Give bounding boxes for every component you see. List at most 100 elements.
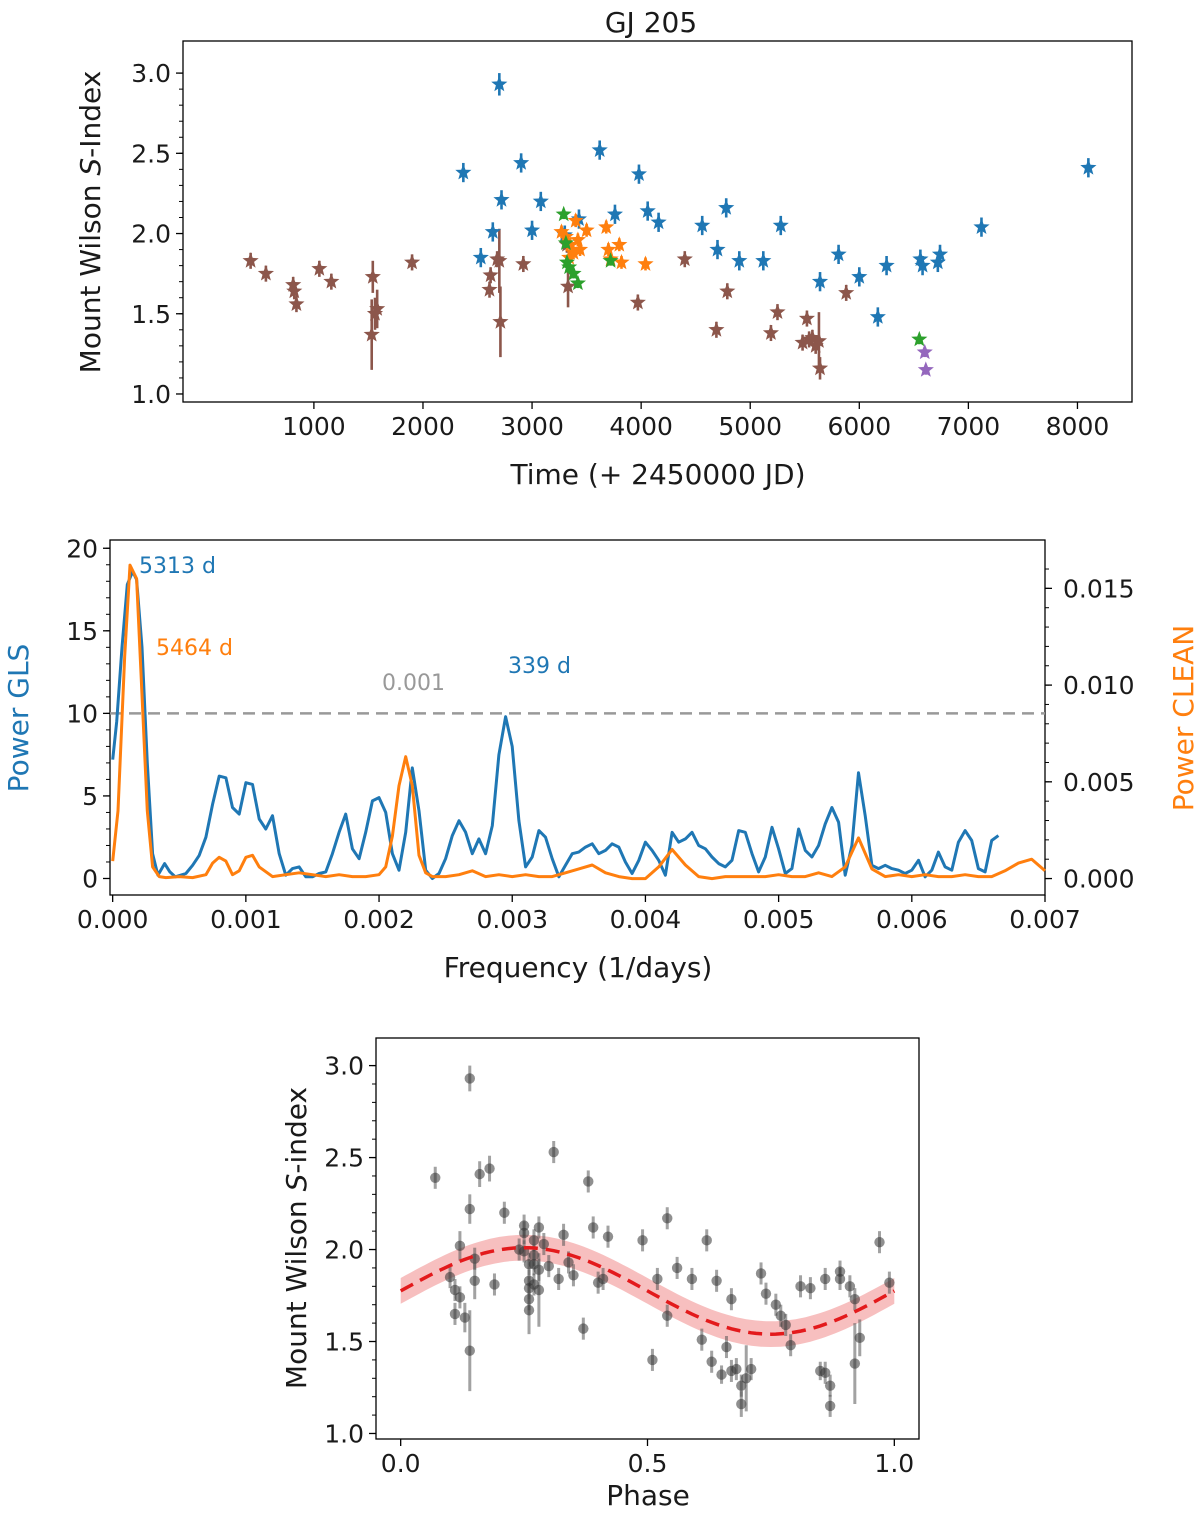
- phase-point: [780, 1319, 791, 1331]
- ph-x-tick-label: 0.5: [628, 1449, 668, 1478]
- phase-point: [464, 1203, 475, 1215]
- phase-point: [849, 1294, 861, 1305]
- phase-point: [523, 1305, 535, 1316]
- phase-point: [745, 1363, 757, 1375]
- phase-x-label: Phase: [606, 1479, 690, 1512]
- phase-point: [558, 1229, 569, 1241]
- phase-point: [568, 1270, 579, 1281]
- phase-point: [533, 1222, 545, 1233]
- phase-point: [696, 1334, 707, 1345]
- phase-point: [538, 1238, 550, 1250]
- phase-point: [499, 1207, 510, 1218]
- periodogram-x-ticks: 0.000 0.001 0.002 0.003 0.004 0.005 0.006 0.007: [77, 895, 1081, 934]
- phase-point: [647, 1354, 658, 1366]
- time-series-y-label-post: -Index: [74, 71, 107, 158]
- ts-x-tick-label: 5000: [718, 412, 782, 441]
- ts-point-orange: [562, 236, 579, 252]
- time-series-y-label: Mount Wilson S-Index: [74, 71, 107, 374]
- periodogram-right-y-ticks: 0.000 0.005 0.010 0.015: [1045, 568, 1135, 894]
- phase-point: [489, 1279, 500, 1290]
- ts-point-brown: [515, 255, 532, 271]
- ts-point-brown: [242, 252, 259, 268]
- phase-y-ticks: 1.0 1.5 2.0 2.5 3.0: [324, 1052, 376, 1448]
- periodogram-x-label: Frequency (1/days): [444, 951, 713, 984]
- pg-x-tick-label: 0.007: [1009, 905, 1081, 934]
- pg-yl-tick-label: 20: [66, 534, 98, 563]
- ts-point-orange: [565, 244, 582, 260]
- pg-yl-tick-label: 0: [82, 864, 98, 893]
- ts-point-blue: [532, 192, 549, 209]
- ts-point-brown: [286, 282, 303, 299]
- phase-point: [731, 1363, 742, 1375]
- phase-point: [849, 1358, 861, 1369]
- phase-point: [785, 1339, 796, 1351]
- phase-point: [686, 1273, 698, 1285]
- ts-point-blue: [914, 257, 931, 273]
- ts-point-brown: [810, 332, 827, 348]
- phase-point: [805, 1282, 816, 1294]
- phase-point: [711, 1275, 722, 1287]
- pg-yr-tick-label: 0.000: [1063, 865, 1135, 894]
- pg-x-tick-label: 0.004: [610, 905, 682, 934]
- phase-point: [449, 1284, 461, 1296]
- phase-point: [844, 1281, 856, 1292]
- phase-y-label-pre: Mount Wilson: [280, 1191, 313, 1389]
- ts-point-brown: [369, 300, 386, 316]
- ts-point-blue: [606, 205, 623, 222]
- phase-point: [741, 1373, 752, 1384]
- ts-point-orange: [613, 253, 630, 270]
- phase-point: [583, 1176, 594, 1187]
- time-series-panel: GJ 205 1000 2000 3000 4000 5000 6000 7000 8000 …: [74, 6, 1133, 491]
- ts-point-brown: [363, 326, 380, 342]
- phase-point: [518, 1227, 530, 1239]
- time-series-y-ticks: 1.0 1.5 2.0 2.5 3.0: [131, 59, 183, 409]
- ts-x-tick-label: 2000: [391, 412, 455, 441]
- ts-point-brown: [482, 266, 499, 283]
- phase-point: [430, 1172, 441, 1183]
- phase-point: [578, 1323, 589, 1334]
- pg-x-tick-label: 0.001: [210, 905, 282, 934]
- ts-point-purple: [916, 343, 933, 360]
- phase-point: [553, 1273, 564, 1285]
- ts-point-green: [602, 252, 619, 268]
- ts-point-brown: [364, 268, 381, 284]
- ts-point-blue: [973, 218, 990, 234]
- phase-point: [528, 1235, 540, 1246]
- ts-point-blue: [484, 223, 501, 239]
- phase-point: [760, 1288, 772, 1299]
- ts-point-brown: [481, 281, 498, 297]
- pg-x-tick-label: 0.000: [77, 905, 149, 934]
- phase-point: [548, 1146, 559, 1158]
- phase-point: [721, 1341, 732, 1353]
- phase-point: [454, 1292, 466, 1303]
- phase-point: [652, 1273, 663, 1285]
- phase-x-ticks: 0.0 0.5 1.0: [381, 1439, 914, 1478]
- ts-point-orange: [553, 223, 570, 239]
- ts-point-blue: [639, 202, 656, 218]
- phase-point: [543, 1260, 554, 1272]
- ph-x-tick-label: 1.0: [874, 1449, 914, 1478]
- gls-power-line: [111, 569, 1000, 880]
- ts-point-blue: [513, 154, 530, 170]
- phase-point: [464, 1073, 475, 1084]
- ph-y-tick-label: 2.5: [324, 1144, 364, 1173]
- ts-point-brown: [676, 250, 693, 267]
- time-series-data: [242, 73, 1097, 380]
- ts-point-green: [555, 205, 572, 222]
- phase-panel: 0.0 0.5 1.0 1.0 1.5 2.0 2.5 3.0 Phase Mount Wi…: [280, 1037, 920, 1512]
- ts-point-brown: [794, 334, 811, 350]
- ts-point-brown: [366, 305, 384, 321]
- ts-x-tick-label: 1000: [282, 412, 346, 441]
- ts-point-blue: [709, 241, 726, 257]
- ts-y-tick-label: 2.5: [131, 139, 171, 168]
- ph-x-tick-label: 0.0: [381, 1449, 421, 1478]
- phase-point: [469, 1275, 480, 1287]
- ts-y-tick-label: 3.0: [131, 59, 171, 88]
- clean-power-line: [111, 563, 1046, 881]
- phase-y-label-s: S: [280, 1174, 313, 1192]
- ts-x-tick-label: 8000: [1046, 412, 1110, 441]
- phase-point: [662, 1213, 673, 1224]
- ts-point-blue: [650, 213, 667, 230]
- ts-point-blue: [524, 221, 541, 238]
- phase-point: [449, 1308, 461, 1320]
